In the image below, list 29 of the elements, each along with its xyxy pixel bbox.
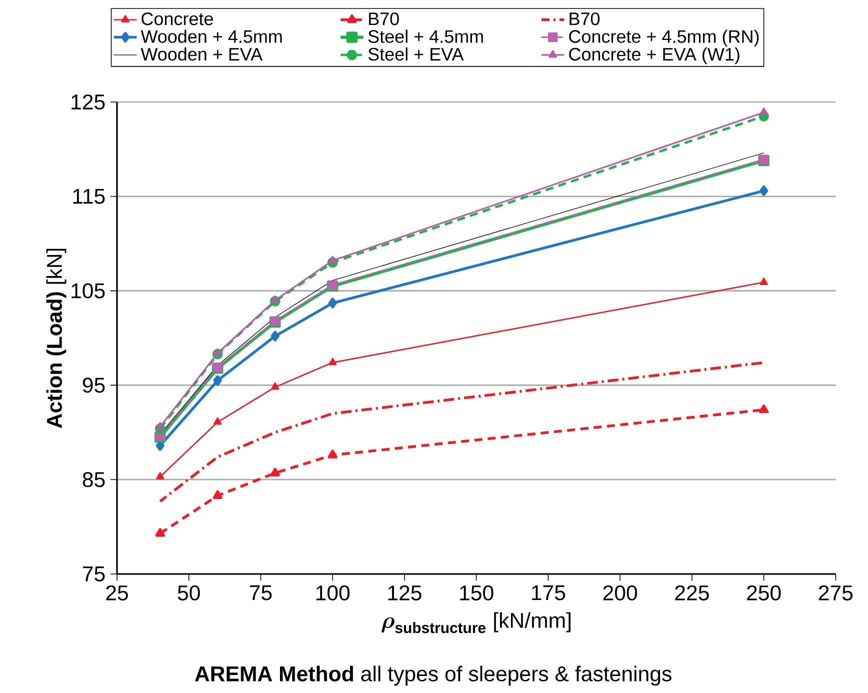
y-tick-label: 115	[73, 188, 105, 204]
legend-label: Steel + 4.5mm	[368, 30, 483, 43]
y-tick-label: 125	[72, 94, 105, 110]
x-axis-title: $\boldsymbol{\rho}_{\textbf{substructure}}\ \text{[kN/mm]}$	[382, 612, 571, 634]
legend-label: B70	[369, 12, 399, 26]
legend-label: B70	[570, 12, 600, 26]
legend-label: Wooden + EVA	[140, 47, 263, 61]
x-tick-label: 275	[818, 585, 853, 600]
x-tick-label: 250	[747, 585, 781, 600]
legend-label: Steel + EVA	[368, 47, 464, 61]
x-tick-label: 100	[316, 585, 350, 600]
x-tick-label: 225	[675, 585, 709, 600]
y-tick-label: 95	[82, 378, 105, 393]
x-tick-label: 125	[388, 585, 422, 600]
x-tick-label: 75	[250, 585, 272, 600]
text: AREMA Method all types of sleepers & fastenings	[194, 666, 672, 686]
x-tick-label: 25	[106, 585, 128, 600]
legend-label: Concrete + EVA (W1)	[569, 47, 740, 64]
legend-label: Wooden + 4.5mm	[140, 30, 282, 43]
y-tick-label: 75	[82, 566, 105, 582]
x-tick-label: 175	[532, 585, 566, 600]
y-axis-title: Action (Load) [kN]	[46, 248, 66, 428]
x-tick-label: 50	[178, 585, 200, 600]
y-tick-label: 105	[72, 283, 105, 298]
x-tick-label: 200	[603, 585, 638, 600]
x-tick-label: 150	[460, 585, 494, 600]
legend-label: Concrete + 4.5mm (RN)	[569, 30, 759, 46]
legend-label: Concrete	[142, 12, 213, 26]
y-tick-label: 85	[82, 472, 105, 488]
